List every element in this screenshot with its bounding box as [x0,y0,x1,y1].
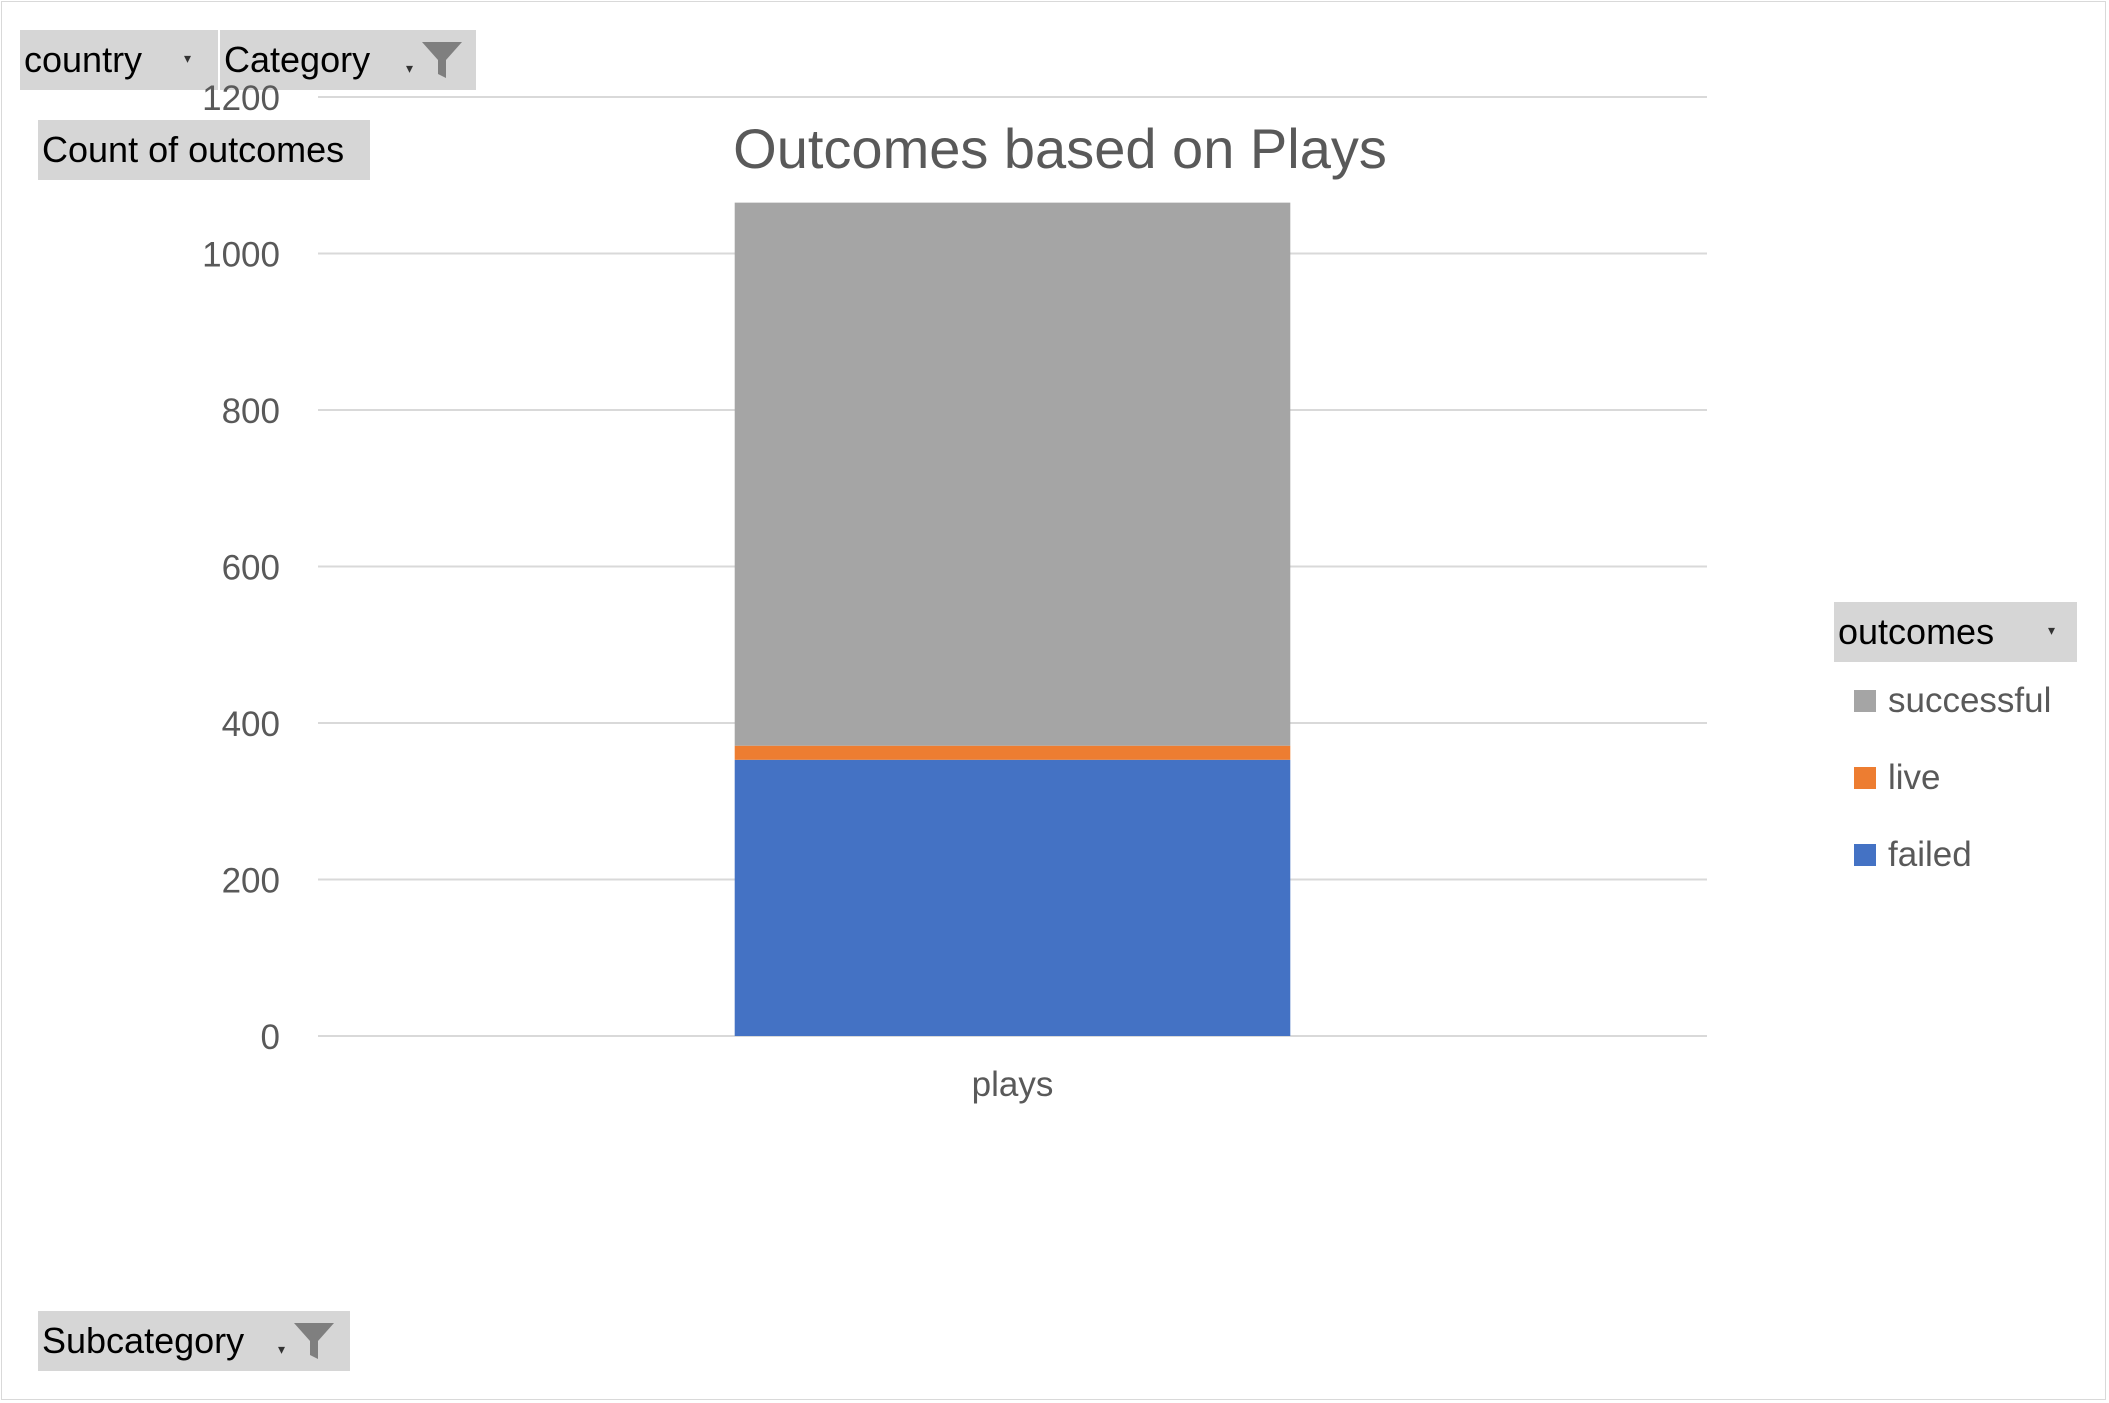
legend-item-failed[interactable]: failed [1834,816,2077,893]
y-tick-label: 800 [222,392,280,431]
subcategory-filter-button[interactable]: Subcategory ▾ [38,1311,350,1371]
legend-label: live [1888,757,1941,797]
value-field-text: Count of outcomes [42,129,345,170]
country-filter-label: country [24,39,143,80]
y-tick-label: 1200 [202,79,280,118]
bar-segment-failed[interactable] [734,759,1291,1036]
legend-swatch [1854,843,1876,866]
y-tick-label: 1000 [202,236,280,275]
chevron-down-icon: ▾ [2047,622,2055,638]
category-filter-label: Category [224,39,371,80]
chevron-down-icon: ▾ [406,60,414,76]
x-axis-tick-labels: plays [972,1065,1054,1104]
y-tick-label: 600 [222,549,280,588]
legend-swatch [1854,766,1876,789]
filter-funnel-icon [422,42,462,78]
bar-stack[interactable] [734,202,1291,1036]
chart-title: Outcomes based on Plays [733,117,1387,180]
subcategory-filter-label: Subcategory [42,1320,245,1361]
y-axis-tick-labels: 0 200 400 600 800 1000 1200 [202,79,280,1057]
filter-funnel-icon [294,1323,334,1359]
bar-segment-successful[interactable] [734,202,1291,746]
x-tick-label: plays [972,1065,1054,1104]
y-tick-label: 0 [261,1018,280,1057]
category-filter-button[interactable]: Category ▾ [220,30,476,90]
legend-item-successful[interactable]: successful [1834,662,2077,739]
chevron-down-icon: ▾ [184,50,192,66]
legend-label: failed [1888,834,1972,874]
value-field-label: Count of outcomes [38,120,370,180]
legend-outcomes-button[interactable]: outcomes ▾ [1834,602,2077,662]
chevron-down-icon: ▾ [278,1341,286,1357]
legend-label: successful [1888,680,2052,720]
y-tick-label: 200 [222,862,280,901]
country-filter-button[interactable]: country ▾ [20,30,218,90]
legend-items: successful live failed [1834,662,2077,893]
bar-segment-live[interactable] [734,745,1291,760]
legend: outcomes ▾ successful live failed [1834,602,2077,893]
legend-title: outcomes [1838,611,1995,652]
legend-item-live[interactable]: live [1834,739,2077,816]
y-tick-label: 400 [222,705,280,744]
legend-swatch [1854,689,1876,712]
